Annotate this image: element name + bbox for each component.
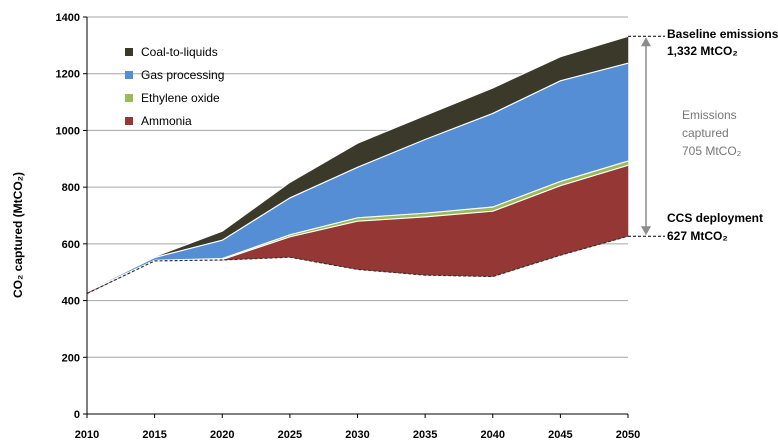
legend-label-ethylene-oxide: Ethylene oxide (141, 91, 220, 105)
x-tick-2020: 2020 (210, 429, 234, 441)
y-tick-800: 800 (62, 182, 80, 194)
legend-label-ammonia: Ammonia (141, 114, 192, 128)
y-tick-1000: 1000 (56, 125, 80, 137)
baseline-label: Baseline emissions (667, 27, 778, 41)
captured-arrow-head-top (641, 37, 651, 47)
legend-label-coal-to-liquids: Coal-to-liquids (141, 45, 218, 59)
legend: Coal-to-liquids Gas processing Ethylene ox… (125, 45, 224, 128)
y-tick-200: 200 (62, 352, 80, 364)
x-tick-2045: 2045 (548, 429, 572, 441)
captured-arrow-head-bottom (641, 226, 651, 236)
edge-gas-processing (86, 62, 629, 292)
x-tick-2030: 2030 (345, 429, 369, 441)
y-axis-label: CO₂ captured (MtCO₂) (11, 172, 25, 298)
legend-swatch-ethylene-oxide (125, 94, 133, 102)
y-tick-labels: 0 200 400 600 800 1000 1200 1400 (56, 12, 80, 421)
axes (83, 16, 629, 418)
annotations: Baseline emissions 1,332 MtCO₂ Emissions… (628, 27, 778, 243)
y-tick-400: 400 (62, 296, 80, 308)
x-tick-labels: 2010 2015 2020 2025 2030 2035 2040 2045 2050 (75, 429, 640, 441)
captured-label-2: captured (682, 126, 729, 140)
series-lines (86, 35, 629, 295)
captured-value: 705 MtCO₂ (682, 144, 742, 158)
ccs-value: 627 MtCO₂ (667, 229, 728, 243)
captured-label-1: Emissions (682, 108, 737, 122)
edge-coal-to-liquids (86, 35, 629, 292)
legend-label-gas-processing: Gas processing (141, 68, 224, 82)
y-tick-600: 600 (62, 239, 80, 251)
legend-swatch-gas-processing (125, 71, 133, 79)
baseline-value: 1,332 MtCO₂ (667, 44, 738, 58)
y-tick-0: 0 (74, 409, 80, 421)
x-tick-2015: 2015 (142, 429, 166, 441)
ccs-label: CCS deployment (667, 211, 763, 225)
x-tick-2035: 2035 (413, 429, 437, 441)
x-tick-2050: 2050 (616, 429, 640, 441)
edge-ethylene-oxide (86, 160, 629, 293)
x-tick-2025: 2025 (278, 429, 302, 441)
legend-swatch-coal-to-liquids (125, 48, 133, 56)
y-tick-1200: 1200 (56, 69, 80, 81)
x-tick-2010: 2010 (75, 429, 99, 441)
y-tick-1400: 1400 (56, 12, 80, 24)
x-tick-2040: 2040 (481, 429, 505, 441)
legend-swatch-ammonia (125, 117, 133, 125)
ccs-deployment-line (86, 235, 629, 295)
